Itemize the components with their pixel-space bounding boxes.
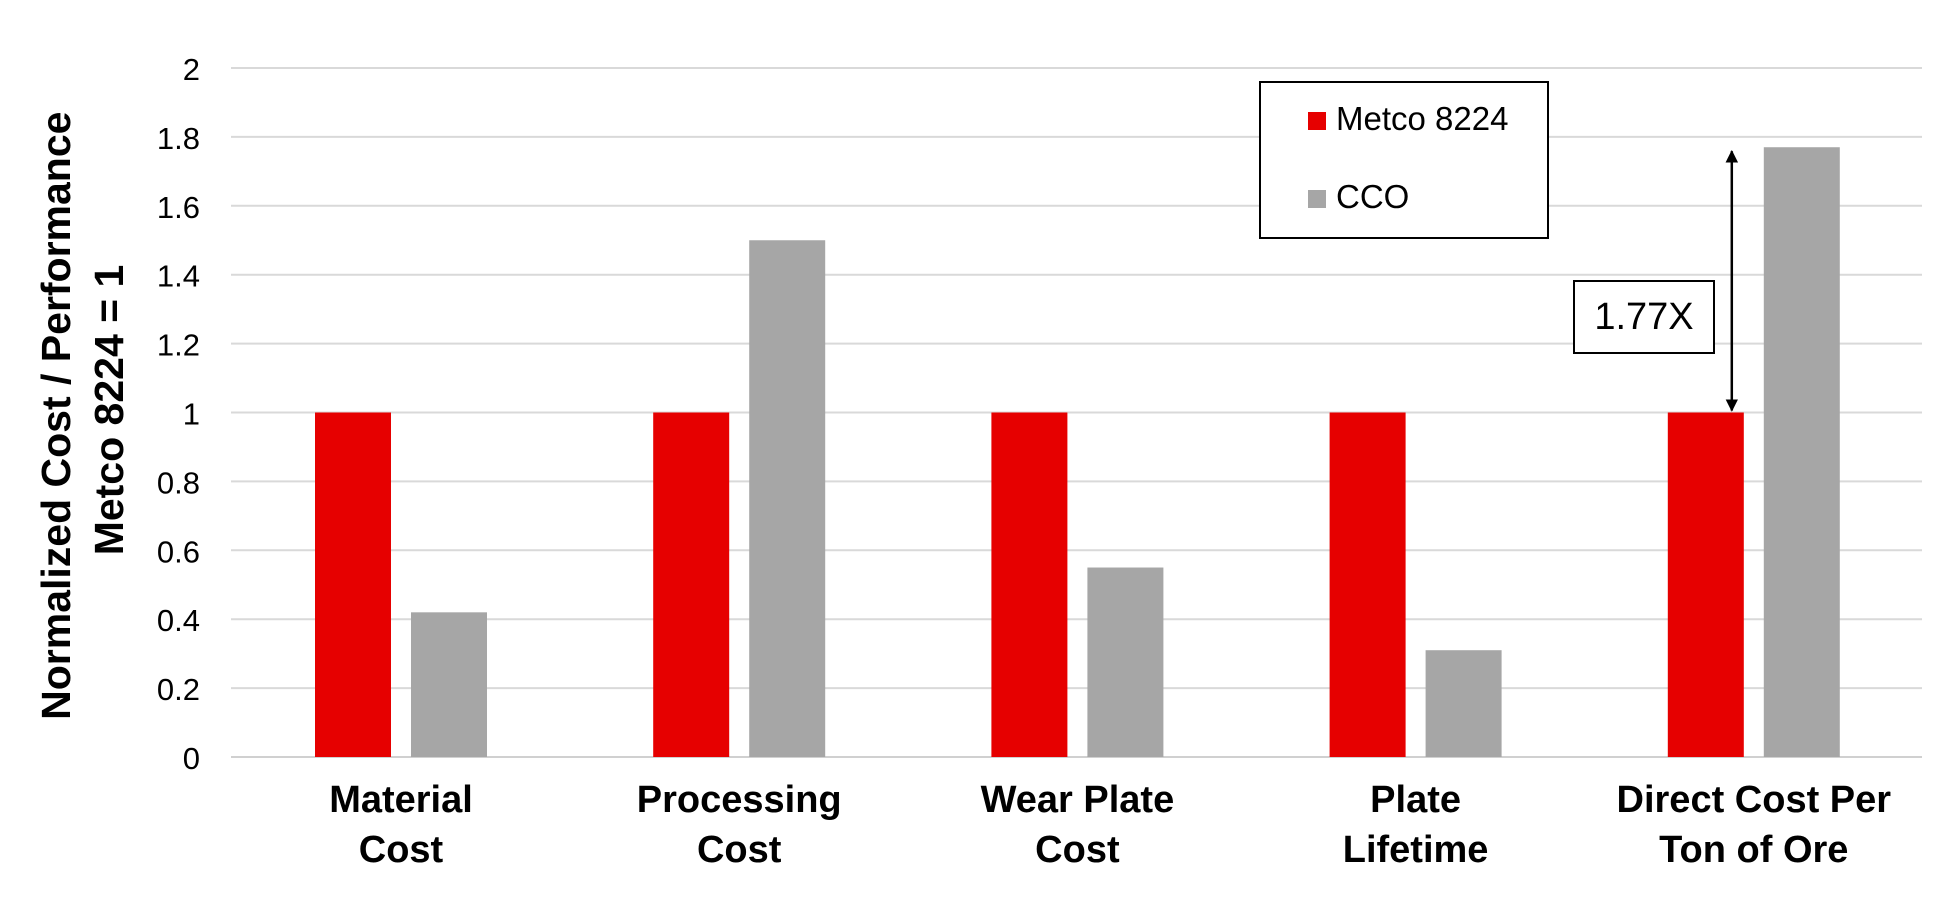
bar-metco-8224-4 xyxy=(1667,412,1744,757)
x-category-label-0-line-1: Material xyxy=(329,779,473,821)
x-category-label-1-line-1: Processing xyxy=(637,779,842,821)
bar-metco-8224-2 xyxy=(991,412,1068,757)
ratio-annotation: 1.77X xyxy=(1573,149,1739,412)
x-category-label-2: Wear Plate Cost xyxy=(981,779,1175,871)
x-category-label-4-line-1: Direct Cost Per xyxy=(1617,779,1892,821)
legend-label-metco-8224: Metco 8224 xyxy=(1336,100,1508,137)
x-category-label-3-line-1: Plate xyxy=(1370,779,1461,821)
x-axis-category-labels: Material Cost Processing Cost Wear Plate Cost… xyxy=(329,779,1891,871)
legend-swatch-cco xyxy=(1308,190,1326,208)
bar-metco-8224-1 xyxy=(653,412,730,757)
legend: Metco 8224 CCO xyxy=(1259,81,1549,239)
x-category-label-2-line-1: Wear Plate xyxy=(981,779,1175,821)
legend-swatch-metco-8224 xyxy=(1308,112,1326,130)
x-category-label-3-line-2: Lifetime xyxy=(1343,829,1489,871)
gridlines xyxy=(231,67,1922,758)
y-tick-label-6: 1.2 xyxy=(157,328,200,363)
x-category-label-4-line-2: Ton of Ore xyxy=(1659,829,1848,871)
x-category-label-1: Processing Cost xyxy=(637,779,842,871)
y-axis-title-line-2: Metco 8224 = 1 xyxy=(86,265,132,556)
bar-cco-2 xyxy=(1087,567,1164,757)
bar-metco-8224-3 xyxy=(1329,412,1406,757)
x-category-label-3: Plate Lifetime xyxy=(1343,779,1489,871)
y-tick-label-8: 1.6 xyxy=(157,190,200,225)
y-tick-label-4: 0.8 xyxy=(157,465,200,500)
bar-cco-4 xyxy=(1763,147,1840,758)
y-tick-label-9: 1.8 xyxy=(157,121,200,156)
legend-label-cco: CCO xyxy=(1336,178,1409,215)
ratio-label: 1.77X xyxy=(1594,296,1693,338)
x-category-label-4: Direct Cost Per Ton of Ore xyxy=(1617,779,1892,871)
y-axis-title-line-1: Normalized Cost / Performance xyxy=(33,112,79,720)
x-category-label-0: Material Cost xyxy=(329,779,473,871)
bar-metco-8224-0 xyxy=(315,412,391,757)
y-axis-title: Normalized Cost / Performance Metco 8224… xyxy=(33,100,132,720)
legend-box xyxy=(1259,81,1549,239)
x-category-label-0-line-2: Cost xyxy=(359,829,444,871)
y-tick-label-0: 0 xyxy=(183,741,200,776)
x-category-label-2-line-2: Cost xyxy=(1035,829,1120,871)
y-tick-label-7: 1.4 xyxy=(157,259,200,294)
bars xyxy=(315,147,1840,758)
y-tick-label-3: 0.6 xyxy=(157,534,200,569)
bar-cco-1 xyxy=(749,240,826,757)
y-tick-label-1: 0.2 xyxy=(157,672,200,707)
ratio-label-box xyxy=(1573,280,1715,354)
x-category-label-1-line-2: Cost xyxy=(697,829,782,871)
y-tick-label-5: 1 xyxy=(183,397,200,432)
bar-cco-3 xyxy=(1425,650,1502,757)
y-tick-label-2: 0.4 xyxy=(157,603,200,638)
y-axis-tick-labels: 0 0.2 0.4 0.6 0.8 1 1.2 1.4 1.6 1.8 2 xyxy=(157,52,200,776)
bar-cco-0 xyxy=(411,612,487,757)
y-tick-label-10: 2 xyxy=(183,52,200,87)
